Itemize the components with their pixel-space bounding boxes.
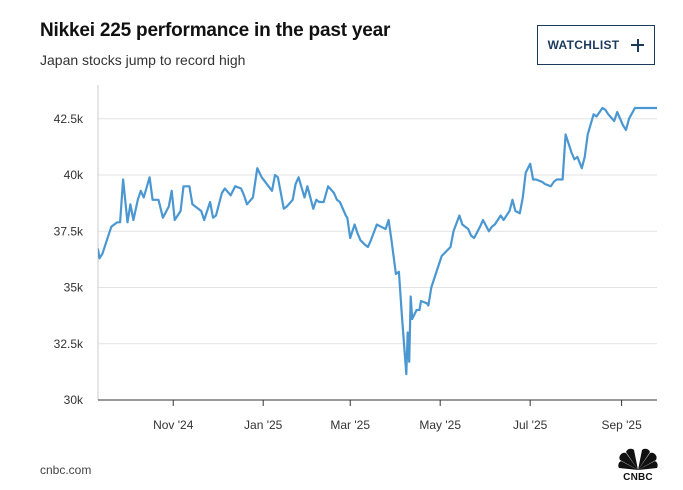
y-tick-label: 40k <box>64 168 84 182</box>
x-tick-label: Sep '25 <box>601 418 642 432</box>
chart-subtitle: Japan stocks jump to record high <box>40 52 246 68</box>
x-tick-label: Jan '25 <box>244 418 283 432</box>
series-line-nikkei-225 <box>98 106 657 376</box>
x-tick-label: Jul '25 <box>513 418 548 432</box>
peacock-icon <box>618 448 658 470</box>
y-tick-label: 37.5k <box>54 224 84 238</box>
plus-icon <box>631 38 645 52</box>
x-tick-label: Mar '25 <box>330 418 370 432</box>
x-tick-label: May '25 <box>419 418 461 432</box>
watchlist-label: WATCHLIST <box>547 38 620 52</box>
y-tick-label: 32.5k <box>54 337 84 351</box>
source-label: cnbc.com <box>40 463 92 477</box>
watchlist-button[interactable]: WATCHLIST <box>537 25 655 65</box>
chart-title: Nikkei 225 performance in the past year <box>40 20 391 41</box>
y-tick-label: 35k <box>64 281 84 295</box>
cnbc-logo[interactable]: CNBC <box>616 446 660 484</box>
y-tick-label: 30k <box>64 393 84 407</box>
x-tick-label: Nov '24 <box>153 418 194 432</box>
y-tick-label: 42.5k <box>54 112 84 126</box>
cnbc-logo-text: CNBC <box>623 472 653 483</box>
